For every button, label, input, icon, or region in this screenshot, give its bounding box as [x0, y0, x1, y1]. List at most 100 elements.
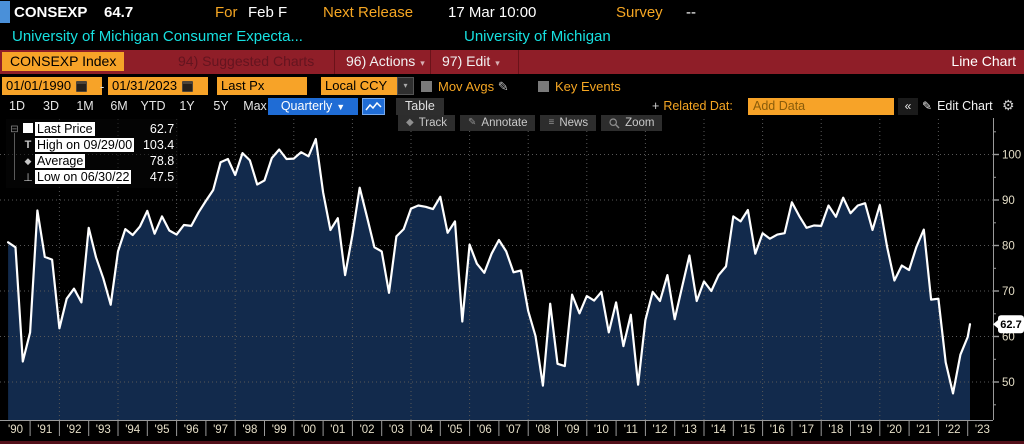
legend-row[interactable]: ◆ Average 78.8: [8, 153, 174, 169]
pencil-icon[interactable]: ✎: [497, 79, 509, 94]
frequency-select[interactable]: Quarterly ▼: [268, 98, 358, 115]
legend-row[interactable]: ⊟ Last Price 62.7: [8, 121, 174, 137]
related-data-label[interactable]: + Related Dat:: [652, 99, 733, 113]
edit-chart-button[interactable]: ✎ Edit Chart: [922, 99, 993, 113]
svg-text:'19: '19: [858, 424, 873, 436]
svg-text:'03: '03: [389, 424, 404, 436]
menu-edit[interactable]: 97) Edit ▾: [442, 53, 500, 69]
last-price-swatch: [21, 122, 35, 136]
news-icon: ≡: [548, 117, 555, 128]
chart-legend[interactable]: ⊟ Last Price 62.7 T High on 09/29/00 103.4 ◆ Av…: [6, 119, 179, 188]
legend-label: Last Price: [35, 122, 95, 136]
range-tab-1y[interactable]: 1Y: [179, 99, 195, 113]
price-field-select[interactable]: Last Px: [217, 77, 307, 95]
range-tab-max[interactable]: Max: [243, 99, 267, 113]
tool-label: Track: [418, 117, 448, 129]
svg-text:'18: '18: [828, 424, 843, 436]
line-chart-type-button[interactable]: [362, 98, 385, 115]
checkbox-icon[interactable]: [538, 81, 549, 92]
ticker-last-value: 64.7: [104, 4, 134, 21]
svg-text:'13: '13: [682, 424, 697, 436]
table-button[interactable]: Table: [396, 98, 444, 115]
svg-text:'93: '93: [96, 424, 111, 436]
range-tab-1d[interactable]: 1D: [9, 99, 25, 113]
calendar-icon[interactable]: [182, 80, 194, 92]
date-from-field[interactable]: 01/01/1990: [2, 77, 102, 95]
svg-text:'95: '95: [155, 424, 170, 436]
security-source: University of Michigan: [464, 28, 611, 45]
news-button[interactable]: ≡ News: [540, 115, 597, 131]
line-chart-icon: [365, 101, 382, 111]
range-tab-5y[interactable]: 5Y: [213, 99, 229, 113]
svg-text:'06: '06: [477, 424, 492, 436]
svg-text:'05: '05: [448, 424, 463, 436]
add-data-input[interactable]: Add Data: [748, 98, 894, 115]
svg-text:'12: '12: [653, 424, 668, 436]
chevron-down-icon: ▾: [495, 58, 500, 68]
range-tab-6m[interactable]: 6M: [110, 99, 128, 113]
key-events-toggle[interactable]: Key Events: [538, 79, 621, 94]
line-chart-svg[interactable]: 50 60 70 80 90 100 '90 '91 '92 '93 '94 '95 '96 '97 '98…: [0, 113, 1024, 444]
tool-label: Annotate: [481, 117, 528, 129]
range-tab-3d[interactable]: 3D: [43, 99, 59, 113]
svg-text:'99: '99: [272, 424, 287, 436]
price-chart[interactable]: 50 60 70 80 90 100 '90 '91 '92 '93 '94 '95 '96 '97 '98…: [0, 113, 1024, 444]
panel-indicator: [0, 1, 10, 23]
calendar-icon[interactable]: [76, 80, 88, 92]
svg-text:'94: '94: [125, 424, 141, 436]
for-value: Feb F: [248, 4, 288, 21]
legend-tree-line: [14, 133, 15, 180]
window-bottom-border: [0, 441, 1024, 444]
svg-text:'97: '97: [213, 424, 228, 436]
range-tab-ytd[interactable]: YTD: [140, 99, 166, 113]
checkbox-icon[interactable]: [421, 81, 432, 92]
menu-suggested-charts[interactable]: 94) Suggested Charts: [178, 53, 315, 69]
date-to-field[interactable]: 01/31/2023: [108, 77, 208, 95]
track-icon: ◆: [406, 117, 414, 128]
menu-actions[interactable]: 96) Actions ▾: [346, 53, 425, 69]
legend-label: Low on 06/30/22: [35, 170, 132, 184]
svg-text:'17: '17: [799, 424, 814, 436]
track-button[interactable]: ◆ Track: [398, 115, 456, 131]
expander-icon[interactable]: ⊟: [10, 123, 19, 135]
legend-value: 62.7: [149, 122, 175, 136]
zoom-button[interactable]: Zoom: [601, 115, 663, 131]
legend-value: 103.4: [142, 138, 175, 152]
chart-region: 50 60 70 80 90 100 '90 '91 '92 '93 '94 '95 '96 '97 '98…: [0, 113, 1024, 444]
mov-avgs-toggle[interactable]: Mov Avgs ✎: [421, 79, 509, 95]
legend-row[interactable]: ⊥ Low on 06/30/22 47.5: [8, 169, 174, 185]
collapse-panel-button[interactable]: «: [898, 98, 918, 115]
svg-text:90: 90: [1002, 195, 1015, 207]
view-name: Line Chart: [951, 53, 1016, 69]
legend-row[interactable]: T High on 09/29/00 103.4: [8, 137, 174, 153]
svg-text:'01: '01: [330, 424, 345, 436]
range-tab-1m[interactable]: 1M: [76, 99, 94, 113]
svg-text:100: 100: [1002, 150, 1021, 162]
legend-value: 78.8: [149, 154, 175, 168]
tool-label: Zoom: [625, 117, 655, 129]
annotate-button[interactable]: ✎ Annotate: [460, 115, 536, 131]
svg-text:'10: '10: [594, 424, 609, 436]
svg-text:'21: '21: [916, 424, 931, 436]
pencil-icon: ✎: [922, 99, 933, 113]
security-field[interactable]: CONSEXP Index: [2, 52, 125, 71]
security-description: University of Michigan Consumer Expecta.…: [12, 28, 303, 45]
average-marker-icon: ◆: [24, 155, 32, 166]
currency-select[interactable]: Local CCY: [321, 77, 405, 95]
annotate-icon: ✎: [468, 117, 477, 128]
next-release-label: Next Release: [323, 4, 414, 21]
survey-value: --: [686, 4, 696, 21]
svg-text:'08: '08: [535, 424, 550, 436]
svg-text:'92: '92: [67, 424, 82, 436]
menu-bar: CONSEXP Index 94) Suggested Charts 96) A…: [0, 50, 1024, 74]
svg-text:'22: '22: [946, 424, 961, 436]
gear-icon[interactable]: ⚙: [1002, 97, 1015, 113]
svg-text:'15: '15: [740, 424, 755, 436]
svg-text:'11: '11: [624, 424, 638, 436]
currency-dropdown-button[interactable]: ▾: [397, 77, 414, 95]
svg-text:50: 50: [1002, 377, 1015, 389]
low-marker-icon: ⊥: [23, 171, 33, 184]
svg-text:'91: '91: [37, 424, 52, 436]
svg-text:'98: '98: [242, 424, 257, 436]
